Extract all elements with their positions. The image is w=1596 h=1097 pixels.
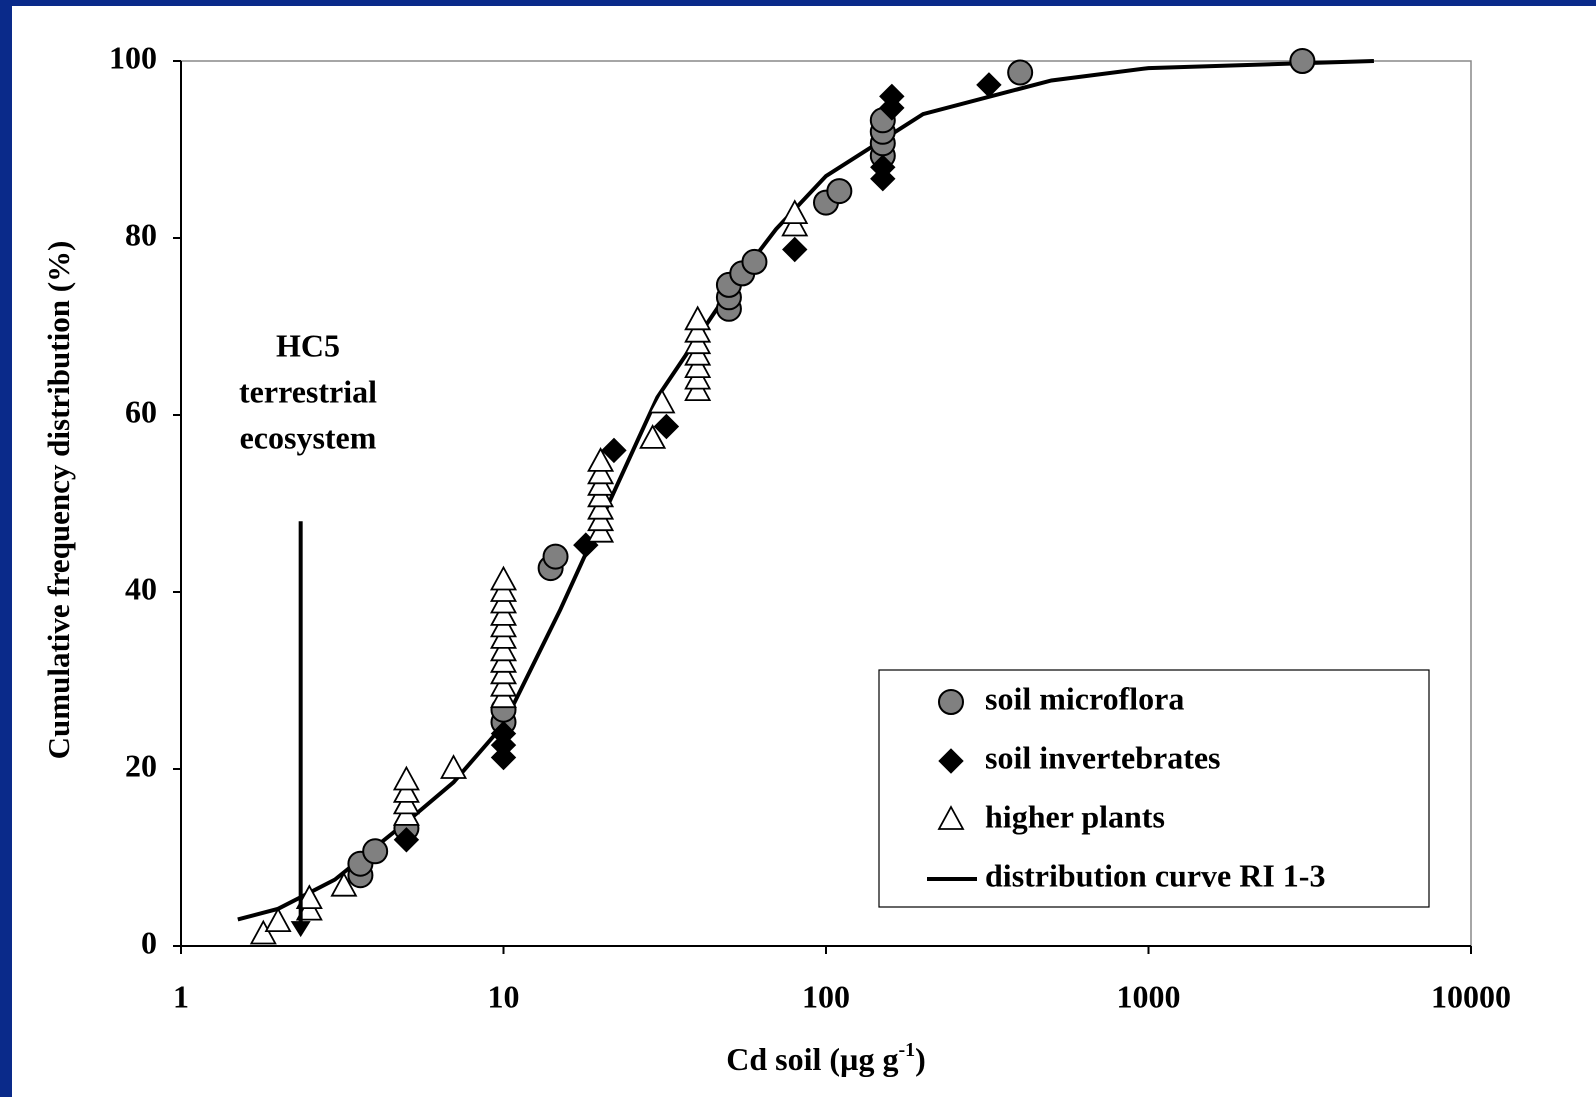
triangle-point xyxy=(684,317,712,343)
hc5-arrow-head xyxy=(290,921,311,938)
triangle-point xyxy=(330,871,358,897)
diamond-point xyxy=(490,720,517,747)
triangle-point xyxy=(392,778,420,803)
legend-label: soil invertebrates xyxy=(985,739,1221,775)
legend-label: soil microflora xyxy=(985,680,1184,716)
x-axis-label: Cd soil (µg g-1) xyxy=(726,1039,926,1078)
triangle-point xyxy=(684,305,712,331)
triangle-point xyxy=(489,636,518,662)
legend-swatch xyxy=(937,805,965,830)
triangle-point xyxy=(587,459,615,485)
annotation: ecosystem xyxy=(240,419,377,455)
triangle-point xyxy=(295,884,323,909)
triangle-point xyxy=(392,765,420,791)
triangle-point xyxy=(587,494,615,520)
triangle-point xyxy=(264,907,292,933)
diamond-point xyxy=(782,236,808,263)
y-tick-label: 40 xyxy=(125,570,157,606)
circle-point xyxy=(1289,48,1316,74)
triangle-point xyxy=(781,199,809,225)
x-tick-label: 100 xyxy=(802,978,850,1014)
circle-point xyxy=(1007,59,1034,86)
x-axis-label-text: ) xyxy=(915,1041,926,1077)
y-tick-label: 20 xyxy=(125,747,157,783)
circle-point xyxy=(362,838,389,865)
x-axis-label-text: Cd soil (µg g xyxy=(726,1041,898,1077)
annotation: HC5 xyxy=(276,327,340,363)
triangle-point xyxy=(684,353,712,378)
y-tick-label: 100 xyxy=(109,39,157,75)
diamond-point xyxy=(393,827,420,853)
diamond-point xyxy=(653,413,680,440)
x-tick-label: 1 xyxy=(173,978,189,1014)
x-tick-label: 1000 xyxy=(1117,978,1181,1014)
background xyxy=(12,6,1596,1097)
x-axis-label-sup: -1 xyxy=(898,1039,915,1061)
y-tick-label: 0 xyxy=(141,924,157,960)
x-tick-label: 10000 xyxy=(1431,978,1511,1014)
triangle-point xyxy=(489,565,518,591)
legend-box xyxy=(878,669,1430,908)
y-tick-label: 60 xyxy=(125,393,157,429)
triangle-point xyxy=(249,919,277,945)
y-tick-label: 80 xyxy=(125,216,157,252)
circle-point xyxy=(542,543,569,570)
diamond-point xyxy=(879,83,905,110)
y-axis-label: Cumulative frequency distribution (%) xyxy=(41,241,76,760)
annotation: terrestrial xyxy=(239,373,377,409)
triangle-point xyxy=(440,754,468,779)
x-tick-label: 10 xyxy=(488,978,520,1014)
legend-label: higher plants xyxy=(985,798,1165,834)
diamond-point xyxy=(870,154,896,180)
legend-swatch xyxy=(938,748,964,774)
triangle-point xyxy=(648,388,676,414)
circle-point xyxy=(826,178,853,205)
circle-point xyxy=(741,248,768,275)
diamond-point xyxy=(976,72,1002,98)
triangle-point xyxy=(781,211,809,237)
triangle-point xyxy=(489,601,518,626)
triangle-point xyxy=(489,671,518,697)
triangle-point xyxy=(639,424,667,449)
legend-label: distribution curve RI 1-3 xyxy=(985,857,1325,893)
diamond-point xyxy=(601,437,627,464)
triangle-point xyxy=(587,447,615,472)
legend-swatch xyxy=(938,689,964,715)
